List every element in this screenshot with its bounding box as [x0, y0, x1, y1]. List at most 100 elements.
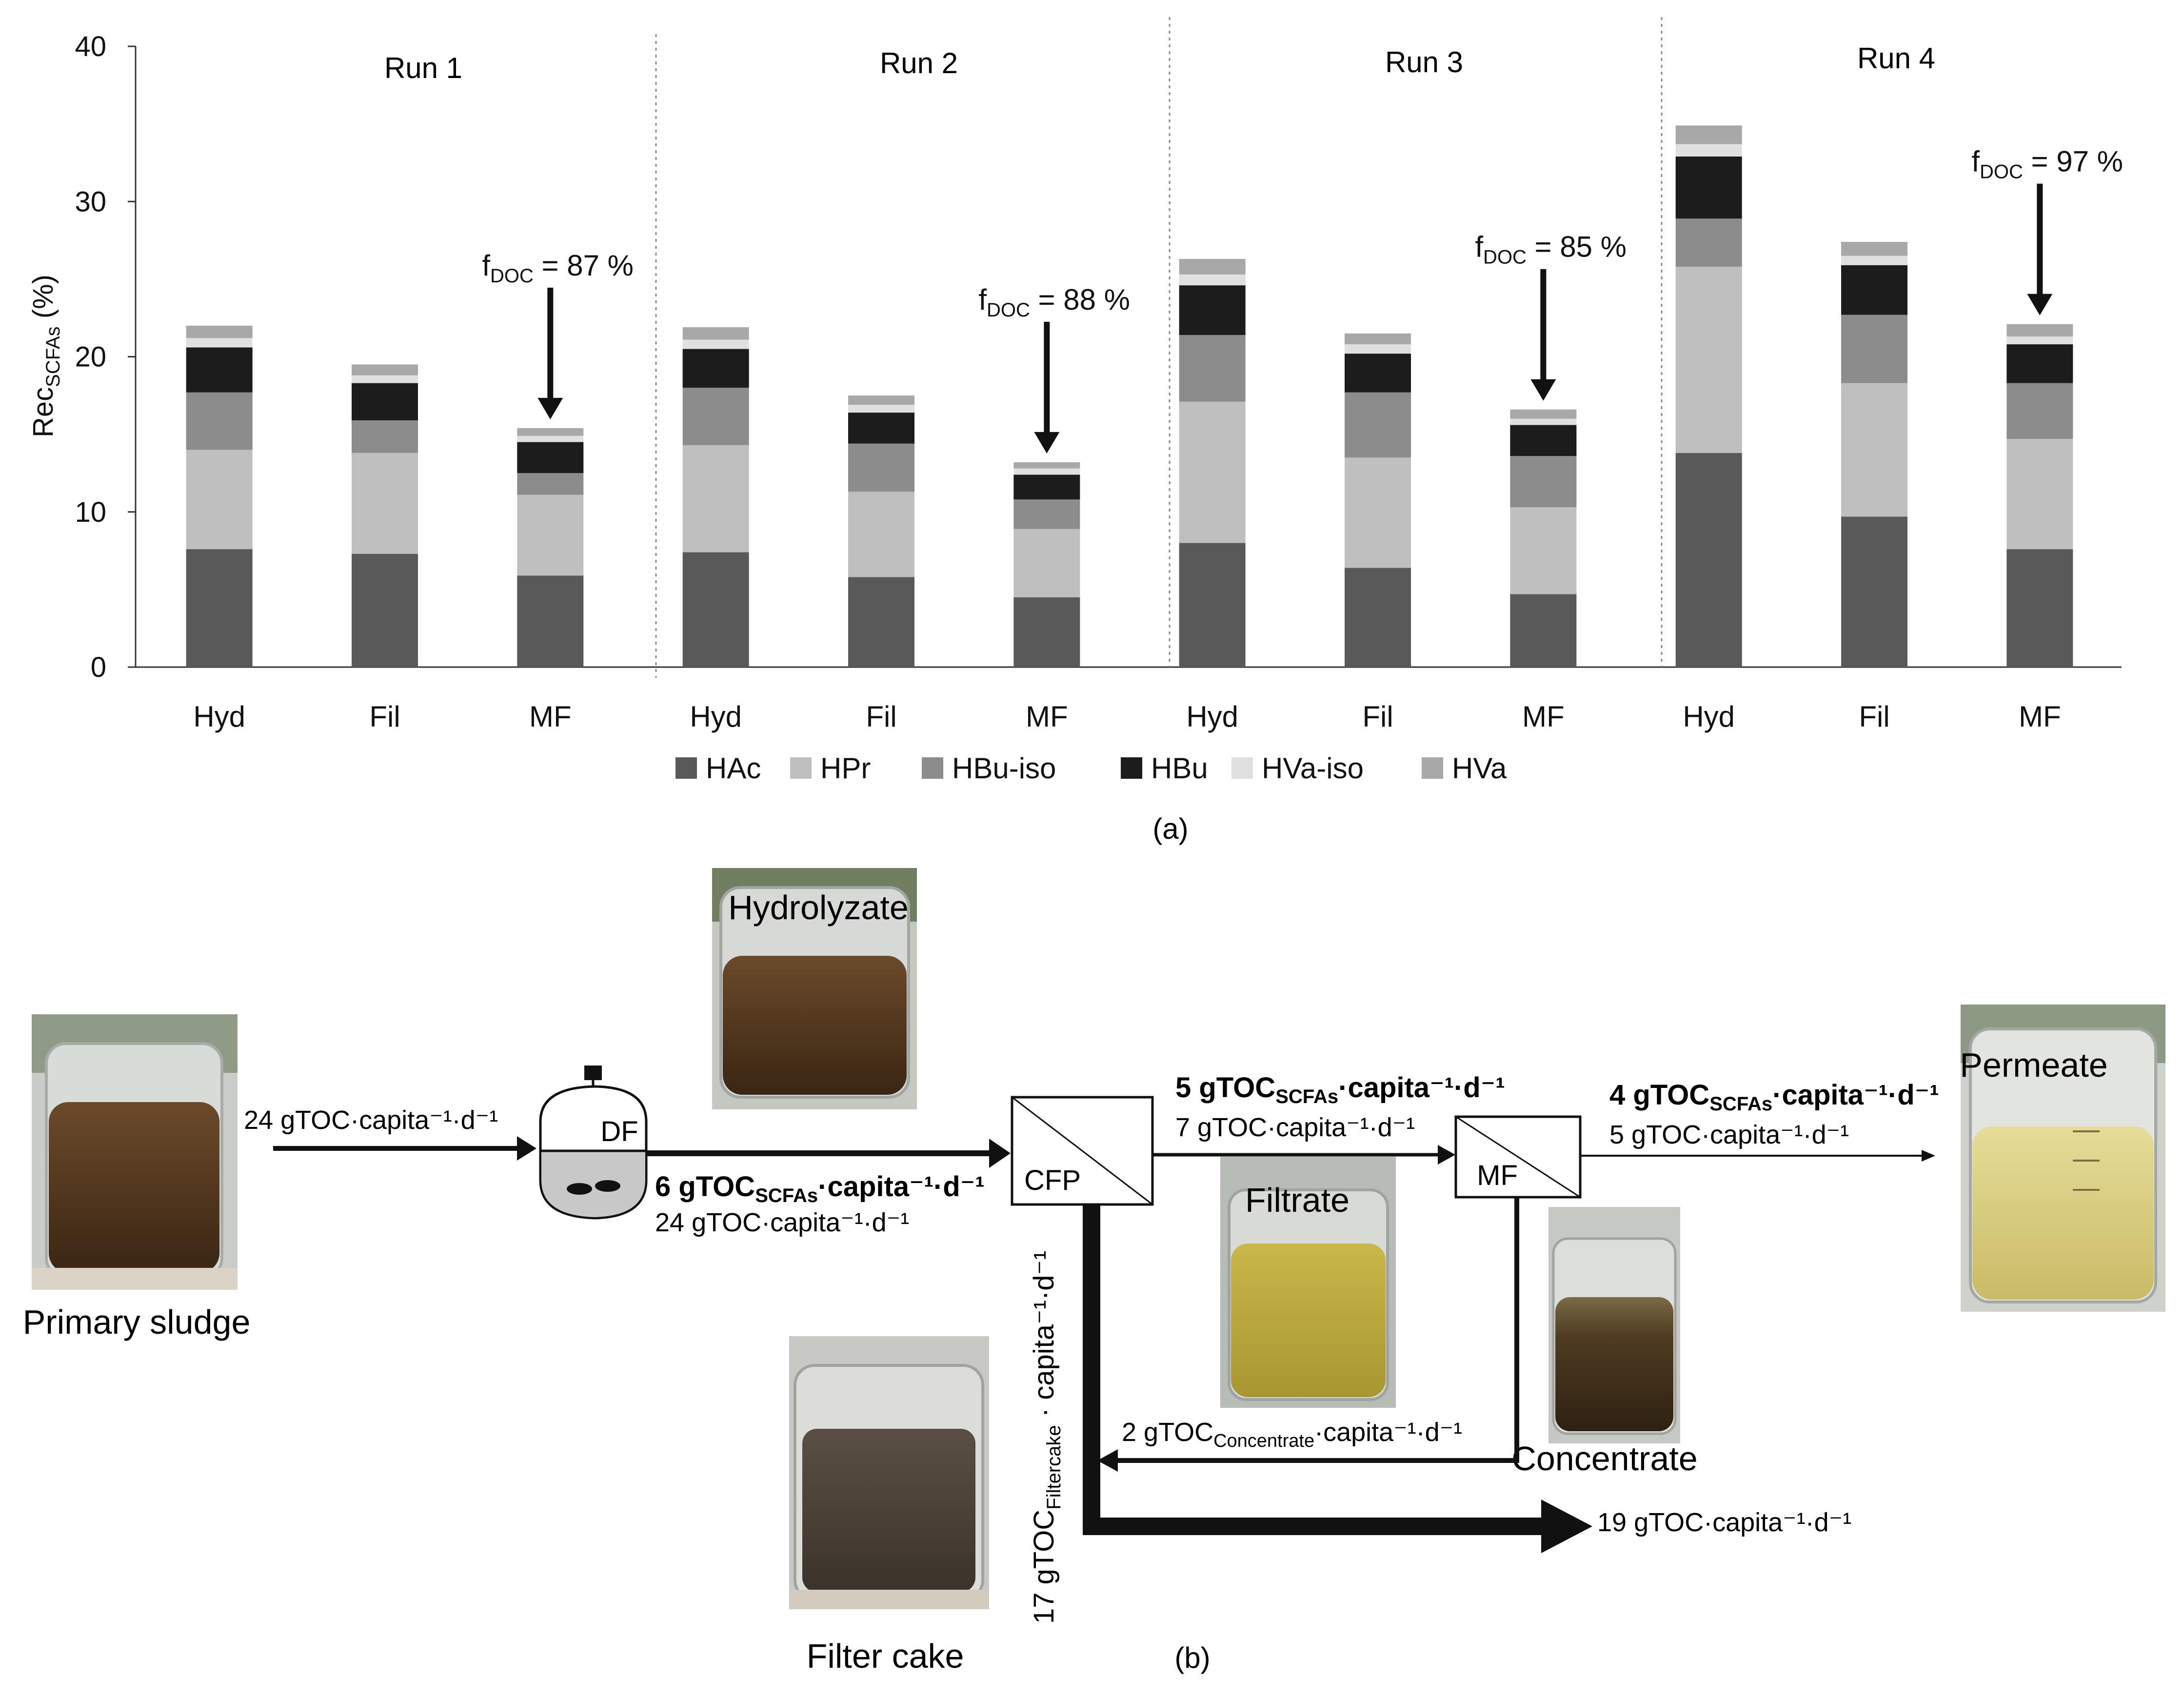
- x-tick-label: MF: [1026, 700, 1068, 733]
- bar-hbu-iso-hyd: [682, 388, 749, 445]
- fdoc-arrowhead: [537, 397, 563, 419]
- digester-df: [539, 1066, 648, 1220]
- flow-sludge-in: 24 gTOC·capita⁻¹·d⁻¹: [244, 1105, 498, 1135]
- legend: HAc HPr HBu-iso HBu HVa-iso HVa: [675, 752, 1507, 785]
- label-concentrate: Concentrate: [1511, 1440, 1697, 1478]
- bar-hbu-iso-fil: [352, 420, 418, 453]
- bar-hpr-fil: [1345, 457, 1411, 568]
- bar-hva-fil: [352, 364, 418, 375]
- photo-permeate: [1961, 1005, 2165, 1312]
- x-tick-label: Fil: [369, 700, 400, 733]
- bar-hva-fil: [1345, 333, 1411, 345]
- label-filter-cake: Filter cake: [807, 1637, 964, 1675]
- flow-filtercake: 17 gTOCFiltercake · capita⁻¹·d⁻¹: [1028, 1251, 1065, 1624]
- fdoc-annotation-label: fDOC = 85 %: [1475, 231, 1627, 268]
- bar-hbu-iso-fil: [1841, 315, 1907, 383]
- x-tick-label: Hyd: [690, 700, 742, 733]
- legend-swatch-hva: [1422, 757, 1443, 779]
- run-label-2: Run 2: [880, 47, 958, 79]
- bar-hbu-mf: [2006, 344, 2073, 383]
- bar-hva-iso-hyd: [682, 339, 749, 349]
- arrowhead-sludge-to-df: [517, 1136, 536, 1161]
- fdoc-arrowhead: [2027, 294, 2053, 316]
- fdoc-annotation-label: fDOC = 88 %: [978, 283, 1130, 321]
- x-tick-label: MF: [529, 700, 572, 733]
- y-tick-label: 10: [75, 496, 106, 528]
- stacked-bar-chart: 0 10 20 30 40 RecSCFAs (%) Run 1 Run 2 Run 3…: [27, 17, 2123, 845]
- x-axis-tick-labels: Hyd Fil MF Hyd Fil MF Hyd Fil MF Hyd Fil MF: [193, 700, 2061, 733]
- run-label-1: Run 1: [384, 52, 462, 84]
- legend-label-hbu-iso: HBu-iso: [952, 752, 1056, 785]
- legend-label-hva: HVa: [1452, 752, 1507, 785]
- legend-label-hbu: HBu: [1151, 752, 1208, 785]
- bar-hbu-iso-hyd: [1179, 335, 1246, 402]
- label-permeate: Permeate: [1960, 1046, 2107, 1084]
- y-axis-ticks: 0 10 20 30 40: [75, 31, 136, 683]
- x-tick-label: MF: [2019, 700, 2061, 733]
- bar-hpr-hyd: [1179, 401, 1246, 543]
- legend-swatch-hbu: [1121, 757, 1142, 779]
- flow-mf-out: 5 gTOC·capita⁻¹·d⁻¹: [1609, 1120, 1849, 1149]
- flow-cfp-out-bold: 5 gTOCSCFAs·capita⁻¹·d⁻¹: [1175, 1072, 1505, 1107]
- bar-hpr-mf: [1013, 529, 1080, 597]
- bar-hbu-iso-fil: [1345, 392, 1411, 458]
- bar-hbu-fil: [1841, 265, 1907, 315]
- arrowhead-df-to-cfp: [989, 1139, 1011, 1168]
- bar-hbu-hyd: [186, 347, 253, 393]
- bar-hac-hyd: [186, 549, 253, 667]
- bar-hva-hyd: [1179, 259, 1246, 275]
- bar-hac-mf: [1013, 597, 1080, 667]
- panel-label-a: (a): [1152, 812, 1188, 845]
- bar-hbu-iso-mf: [1013, 499, 1080, 529]
- process-diagram: Primary sludge Hydrolyzate DF CFP: [23, 868, 2165, 1675]
- x-tick-label: Fil: [866, 700, 896, 733]
- photo-hydrolyzate: [712, 868, 917, 1109]
- legend-swatch-hpr: [790, 757, 812, 779]
- bar-hbu-iso-mf: [1510, 456, 1577, 508]
- y-tick-label: 20: [75, 341, 106, 373]
- fdoc-arrowhead: [1034, 432, 1060, 454]
- y-axis-label: RecSCFAs (%): [27, 275, 64, 437]
- bar-hpr-hyd: [682, 445, 749, 553]
- x-tick-label: Fil: [1362, 700, 1393, 733]
- y-tick-label: 0: [91, 651, 106, 683]
- unit-mf: [1454, 1115, 1582, 1199]
- photo-filter-cake: [789, 1336, 989, 1609]
- arrow-concentrate-return: [1117, 1197, 1519, 1463]
- bar-hac-hyd: [682, 552, 749, 667]
- x-tick-label: Fil: [1859, 700, 1889, 733]
- bar-hva-iso-mf: [517, 435, 584, 442]
- legend-label-hva-iso: HVa-iso: [1262, 752, 1364, 785]
- x-tick-label: MF: [1522, 700, 1565, 733]
- run-label-4: Run 4: [1857, 42, 1935, 75]
- bar-hac-mf: [2006, 549, 2073, 667]
- flow-concentrate: 2 gTOCConcentrate·capita⁻¹·d⁻¹: [1122, 1418, 1462, 1451]
- unit-df-label: DF: [600, 1116, 638, 1147]
- bar-hac-fil: [1345, 568, 1411, 667]
- x-tick-label: Hyd: [193, 700, 245, 733]
- flow-cake-out: 19 gTOC·capita⁻¹·d⁻¹: [1597, 1508, 1851, 1537]
- bar-hva-hyd: [1675, 125, 1742, 144]
- bar-hva-fil: [848, 395, 914, 405]
- bar-hpr-hyd: [186, 450, 253, 550]
- bar-hpr-mf: [2006, 439, 2073, 550]
- bar-hva-iso-fil: [848, 405, 914, 413]
- legend-swatch-hac: [675, 757, 697, 779]
- photo-concentrate: [1549, 1207, 1680, 1443]
- bar-hpr-mf: [517, 494, 584, 576]
- y-tick-label: 40: [75, 31, 106, 62]
- bar-hva-fil: [1841, 241, 1907, 256]
- bar-hva-mf: [517, 428, 584, 436]
- bar-hbu-mf: [1510, 425, 1577, 456]
- arrowhead-cfp-to-cake: [1541, 1500, 1592, 1553]
- bar-hbu-iso-hyd: [186, 392, 253, 450]
- bar-hva-iso-mf: [1510, 418, 1577, 425]
- flow-df-out-bold: 6 gTOCSCFAs·capita⁻¹·d⁻¹: [655, 1171, 985, 1206]
- bar-hbu-iso-hyd: [1675, 218, 1742, 267]
- bar-hbu-fil: [848, 413, 914, 444]
- bar-hac-hyd: [1179, 543, 1246, 667]
- fdoc-arrowhead: [1530, 379, 1556, 401]
- arrowhead-mf-to-permeate: [1922, 1150, 1935, 1162]
- bar-hva-hyd: [682, 327, 749, 340]
- legend-swatch-hva-iso: [1231, 757, 1253, 779]
